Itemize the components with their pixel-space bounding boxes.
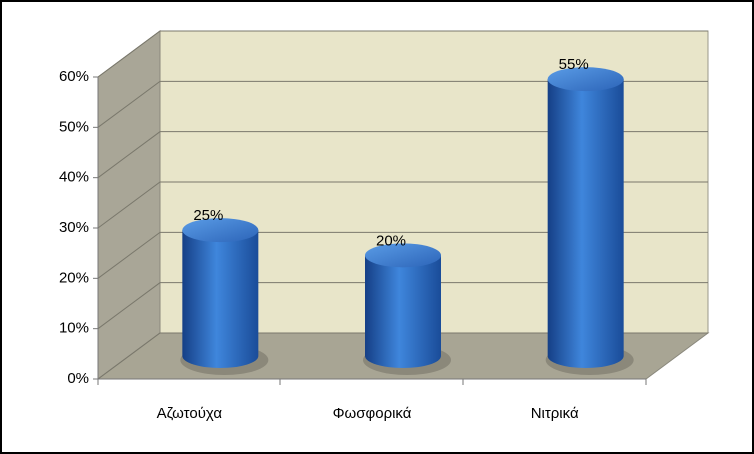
y-tick-label: 10%	[59, 320, 89, 337]
bar-top	[365, 243, 441, 268]
x-tick-label: Αζωτούχα	[157, 405, 223, 422]
grid-line	[97, 181, 708, 229]
grid-line	[97, 131, 708, 179]
value-label: 55%	[559, 56, 589, 73]
grid-line	[97, 231, 708, 279]
y-tick-label: 40%	[59, 169, 89, 186]
x-ticks	[97, 379, 647, 385]
x-tick-label: Φωσφορικά	[333, 405, 412, 422]
grid-line	[97, 80, 708, 128]
grid	[97, 30, 708, 380]
y-tick-label: 30%	[59, 219, 89, 236]
bar	[547, 79, 624, 369]
bar-top	[182, 218, 259, 243]
bar	[365, 255, 441, 368]
bars: 25% 20% 55%	[180, 56, 634, 375]
grid-line	[97, 30, 708, 78]
y-tick-label: 50%	[59, 118, 89, 135]
y-tick-label: 60%	[59, 68, 89, 85]
value-label: 25%	[193, 207, 223, 224]
bar-top	[547, 67, 624, 92]
x-tick-label: Νιτρικά	[531, 405, 579, 422]
grid-line	[97, 332, 708, 380]
grid-line	[97, 282, 708, 330]
bar	[182, 230, 259, 368]
y-tick-label: 20%	[59, 269, 89, 286]
y-tick-label: 0%	[67, 370, 89, 387]
value-label: 20%	[376, 232, 406, 249]
